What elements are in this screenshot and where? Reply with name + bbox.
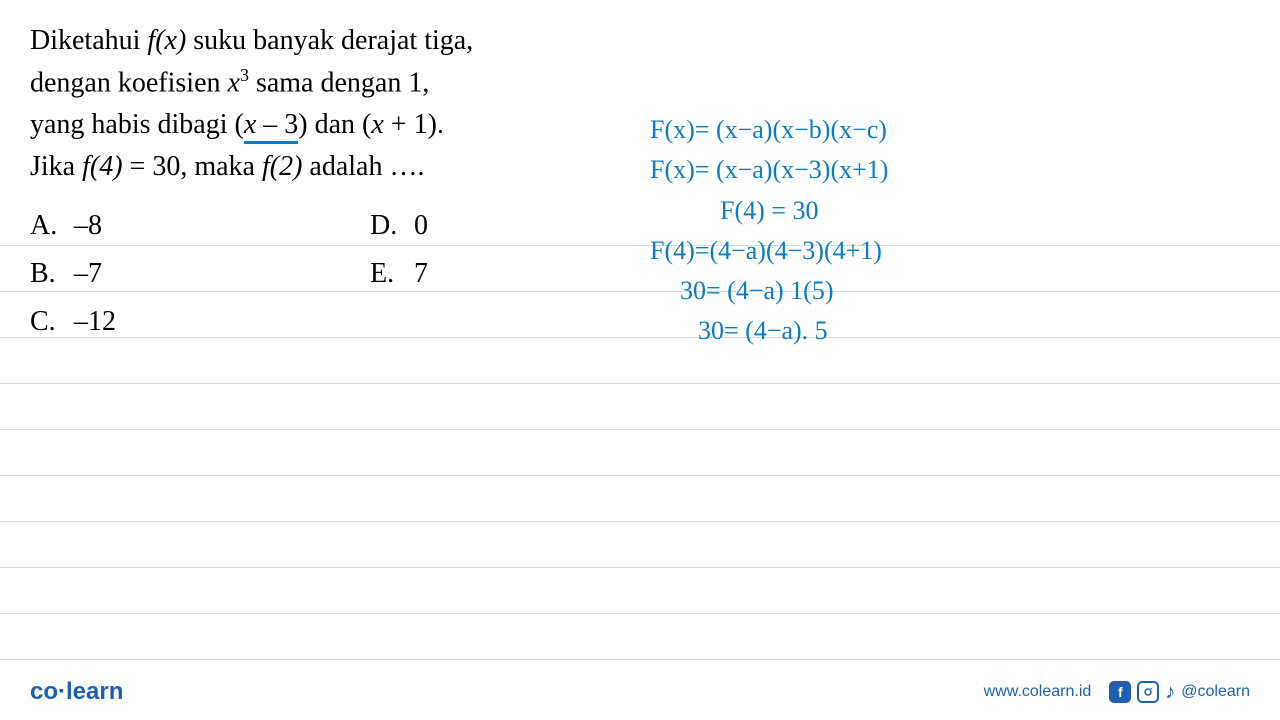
logo-dot: · xyxy=(58,678,66,705)
logo-learn: learn xyxy=(66,678,123,705)
option-a: A.–8 xyxy=(30,208,360,244)
option-letter: C. xyxy=(30,306,74,338)
text: yang habis dibagi ( xyxy=(30,109,244,140)
x-italic: x xyxy=(244,109,256,140)
social-links: f ♪ @colearn xyxy=(1109,681,1250,704)
text: ) dan ( xyxy=(298,109,371,140)
question-line-3: yang habis dibagi (x – 3) dan (x + 1). xyxy=(30,104,650,146)
text: = 30, maka xyxy=(123,151,262,182)
text: sama dengan 1, xyxy=(249,67,429,98)
question-line-1: Diketahui f(x) suku banyak derajat tiga, xyxy=(30,20,650,62)
option-value: –8 xyxy=(74,210,102,241)
facebook-icon: f xyxy=(1109,681,1131,703)
text: – 3 xyxy=(256,109,298,140)
instagram-icon xyxy=(1137,681,1159,703)
question-line-2: dengan koefisien x3 sama dengan 1, xyxy=(30,62,650,104)
logo-co: co xyxy=(30,678,58,705)
text: Jika xyxy=(30,151,82,182)
brand-logo: co·learn xyxy=(30,678,123,706)
text: dengan koefisien xyxy=(30,67,228,98)
text: suku banyak derajat tiga, xyxy=(186,25,473,56)
social-handle: @colearn xyxy=(1181,683,1250,701)
x-italic: x xyxy=(228,67,240,98)
option-d: D.0 xyxy=(370,208,650,244)
question-line-4: Jika f(4) = 30, maka f(2) adalah …. xyxy=(30,146,650,188)
f4-italic: f(4) xyxy=(82,151,122,182)
text: Diketahui xyxy=(30,25,147,56)
option-b: B.–7 xyxy=(30,256,360,292)
tiktok-icon: ♪ xyxy=(1165,681,1175,704)
text: + 1 xyxy=(384,109,428,140)
text: adalah …. xyxy=(302,151,424,182)
question-text: Diketahui f(x) suku banyak derajat tiga,… xyxy=(30,20,650,188)
fx-italic: f(x) xyxy=(147,25,186,56)
option-value: 0 xyxy=(414,210,428,241)
option-letter: B. xyxy=(30,258,74,290)
option-letter: E. xyxy=(370,258,414,290)
footer: co·learn www.colearn.id f ♪ @colearn xyxy=(0,678,1280,706)
option-letter: A. xyxy=(30,210,74,242)
option-value: –7 xyxy=(74,258,102,289)
option-letter: D. xyxy=(370,210,414,242)
option-c: C.–12 xyxy=(30,304,360,340)
footer-url: www.colearn.id xyxy=(984,683,1092,701)
f2-italic: f(2) xyxy=(262,151,302,182)
option-e: E.7 xyxy=(370,256,650,292)
option-value: –12 xyxy=(74,306,116,337)
footer-right: www.colearn.id f ♪ @colearn xyxy=(984,681,1250,704)
text: ). xyxy=(428,109,444,140)
option-value: 7 xyxy=(414,258,428,289)
exponent: 3 xyxy=(240,65,249,85)
answer-options: A.–8 D.0 B.–7 E.7 C.–12 xyxy=(30,208,1250,340)
x-italic: x xyxy=(371,109,383,140)
